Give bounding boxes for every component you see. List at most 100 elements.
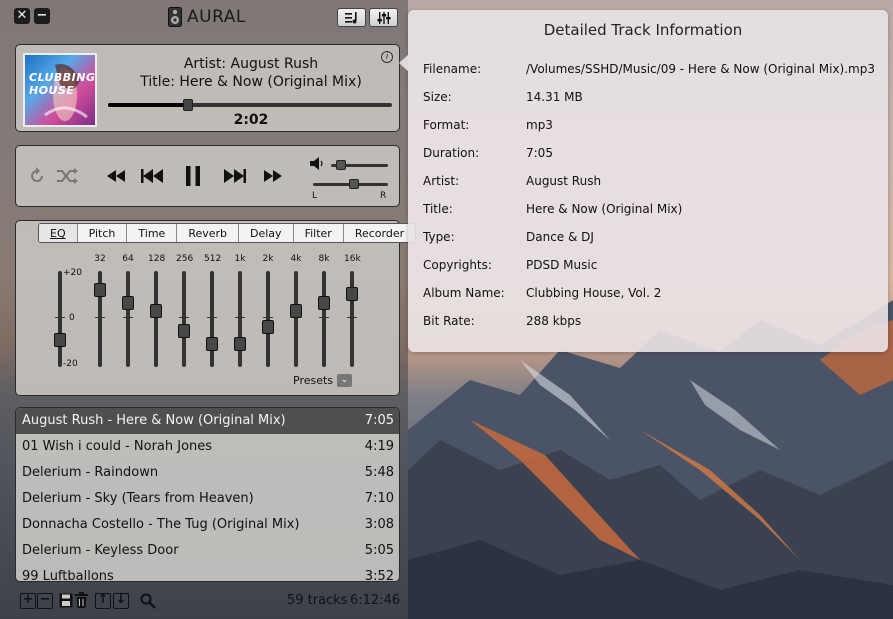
track-duration: 5:48 <box>364 465 394 480</box>
seek-bar-fill <box>108 103 188 107</box>
eq-band-knob[interactable] <box>122 295 134 310</box>
album-art-figure <box>44 64 88 121</box>
balance-knob[interactable] <box>349 179 360 189</box>
track-name: Delerium - Keyless Door <box>22 543 179 558</box>
eq-band-knob[interactable] <box>178 324 190 339</box>
eq-band-slider[interactable] <box>178 271 190 367</box>
balance-slider[interactable] <box>313 179 388 189</box>
next-icon[interactable] <box>224 169 246 183</box>
arrow-down-icon: ↓ <box>115 592 127 607</box>
pause-icon[interactable] <box>185 166 201 186</box>
eq-band-slider[interactable] <box>318 271 330 367</box>
presets-label: Presets <box>293 374 334 387</box>
eq-band-slider[interactable] <box>234 271 246 367</box>
playlist-row[interactable]: Delerium - Keyless Door 5:05 <box>16 538 399 564</box>
eq-band-slider[interactable] <box>94 271 106 367</box>
tab-eq[interactable]: EQ <box>39 224 78 242</box>
tab-filter[interactable]: Filter <box>294 224 344 242</box>
info-icon[interactable]: i <box>381 51 393 63</box>
trash-icon[interactable] <box>75 592 88 608</box>
eq-band-knob[interactable] <box>150 303 162 318</box>
playlist-row[interactable]: 01 Wish i could - Norah Jones 4:19 <box>16 434 399 460</box>
player-controls: L R <box>15 145 400 207</box>
popover-title: Detailed Track Information <box>543 21 743 39</box>
eq-zero-mark <box>55 317 65 318</box>
eq-band-slider[interactable] <box>262 271 274 367</box>
save-icon[interactable] <box>59 593 73 608</box>
info-row: Format: mp3 <box>423 118 883 138</box>
eq-band-knob[interactable] <box>206 336 218 351</box>
info-value: 7:05 <box>526 146 553 160</box>
album-art-text: CLUBBING HOUSE <box>29 71 96 97</box>
eq-band-knob[interactable] <box>290 303 302 318</box>
eq-band-label: 1k <box>234 254 246 264</box>
eq-preamp-slider[interactable] <box>54 271 66 367</box>
fast-forward-icon[interactable] <box>264 170 282 182</box>
eq-band-knob[interactable] <box>346 287 358 302</box>
close-button[interactable]: ✕ <box>14 8 30 24</box>
total-duration: 6:12:46 <box>350 593 401 608</box>
volume-slider[interactable] <box>331 160 388 170</box>
eq-band-knob[interactable] <box>94 283 106 298</box>
volume-knob[interactable] <box>335 160 346 170</box>
repeat-icon[interactable] <box>28 167 46 185</box>
info-row: Album Name: Clubbing House, Vol. 2 <box>423 286 883 306</box>
info-key: Artist: <box>423 174 460 188</box>
move-up-button[interactable]: ↑ <box>95 593 111 609</box>
effects-toggle-button[interactable] <box>369 8 398 27</box>
search-icon[interactable] <box>140 593 156 609</box>
add-tracks-button[interactable]: + <box>20 593 36 609</box>
playlist-row[interactable]: Donnacha Costello - The Tug (Original Mi… <box>16 512 399 538</box>
eq-band-slider[interactable] <box>150 271 162 367</box>
info-key: Filename: <box>423 62 482 76</box>
eq-zero-mark <box>95 317 105 318</box>
tab-recorder[interactable]: Recorder <box>354 227 405 240</box>
rewind-icon[interactable] <box>107 170 125 182</box>
presets-dropdown-button[interactable]: ⌄ <box>337 374 352 387</box>
info-row: Artist: August Rush <box>423 174 883 194</box>
eq-band-knob[interactable] <box>262 320 274 335</box>
tab-reverb[interactable]: Reverb <box>177 224 240 242</box>
track-name: 01 Wish i could - Norah Jones <box>22 439 213 454</box>
playlist-row[interactable]: August Rush - Here & Now (Original Mix) 7… <box>16 408 399 434</box>
eq-band-slider[interactable] <box>346 271 358 367</box>
eq-band-slider[interactable] <box>206 271 218 367</box>
track-duration: 7:10 <box>364 491 394 506</box>
seek-bar-knob[interactable] <box>182 99 193 111</box>
eq-band-knob[interactable] <box>234 336 246 351</box>
tab-delay[interactable]: Delay <box>239 224 294 242</box>
seek-bar[interactable] <box>108 99 392 111</box>
eq-band-slider[interactable] <box>122 271 134 367</box>
eq-band-label: 32 <box>94 254 106 264</box>
shuffle-icon[interactable] <box>56 168 78 184</box>
title-bar: ✕ − AURAL <box>0 0 408 34</box>
tab-pitch[interactable]: Pitch <box>78 224 128 242</box>
eq-preamp-knob[interactable] <box>54 332 66 347</box>
info-key: Bit Rate: <box>423 314 475 328</box>
eq-band-knob[interactable] <box>318 295 330 310</box>
playlist: August Rush - Here & Now (Original Mix) 7… <box>15 407 400 582</box>
balance-right-label: R <box>380 191 387 201</box>
remove-tracks-button[interactable]: − <box>37 593 53 609</box>
previous-icon[interactable] <box>141 169 163 183</box>
gain-label-top: +20 <box>63 268 82 278</box>
playlist-toggle-button[interactable] <box>337 8 366 27</box>
info-key: Format: <box>423 118 470 132</box>
minimize-button[interactable]: − <box>34 8 50 24</box>
playlist-row[interactable]: Delerium - Sky (Tears from Heaven) 7:10 <box>16 486 399 512</box>
playlist-row[interactable]: 99 Luftballons 3:52 <box>16 564 399 581</box>
eq-zero-mark <box>179 317 189 318</box>
info-value: August Rush <box>526 174 602 188</box>
title-label: Title: <box>140 74 175 90</box>
info-key: Type: <box>423 230 455 244</box>
speaker-icon[interactable] <box>310 157 324 170</box>
playlist-row[interactable]: Delerium - Raindown 5:48 <box>16 460 399 486</box>
move-down-button[interactable]: ↓ <box>113 593 129 609</box>
eq-band-slider[interactable] <box>290 271 302 367</box>
eq-zero-mark <box>207 317 217 318</box>
tab-time[interactable]: Time <box>127 224 178 242</box>
eq-band-label: 128 <box>148 254 166 264</box>
info-key: Copyrights: <box>423 258 492 272</box>
info-value: Clubbing House, Vol. 2 <box>526 286 662 300</box>
